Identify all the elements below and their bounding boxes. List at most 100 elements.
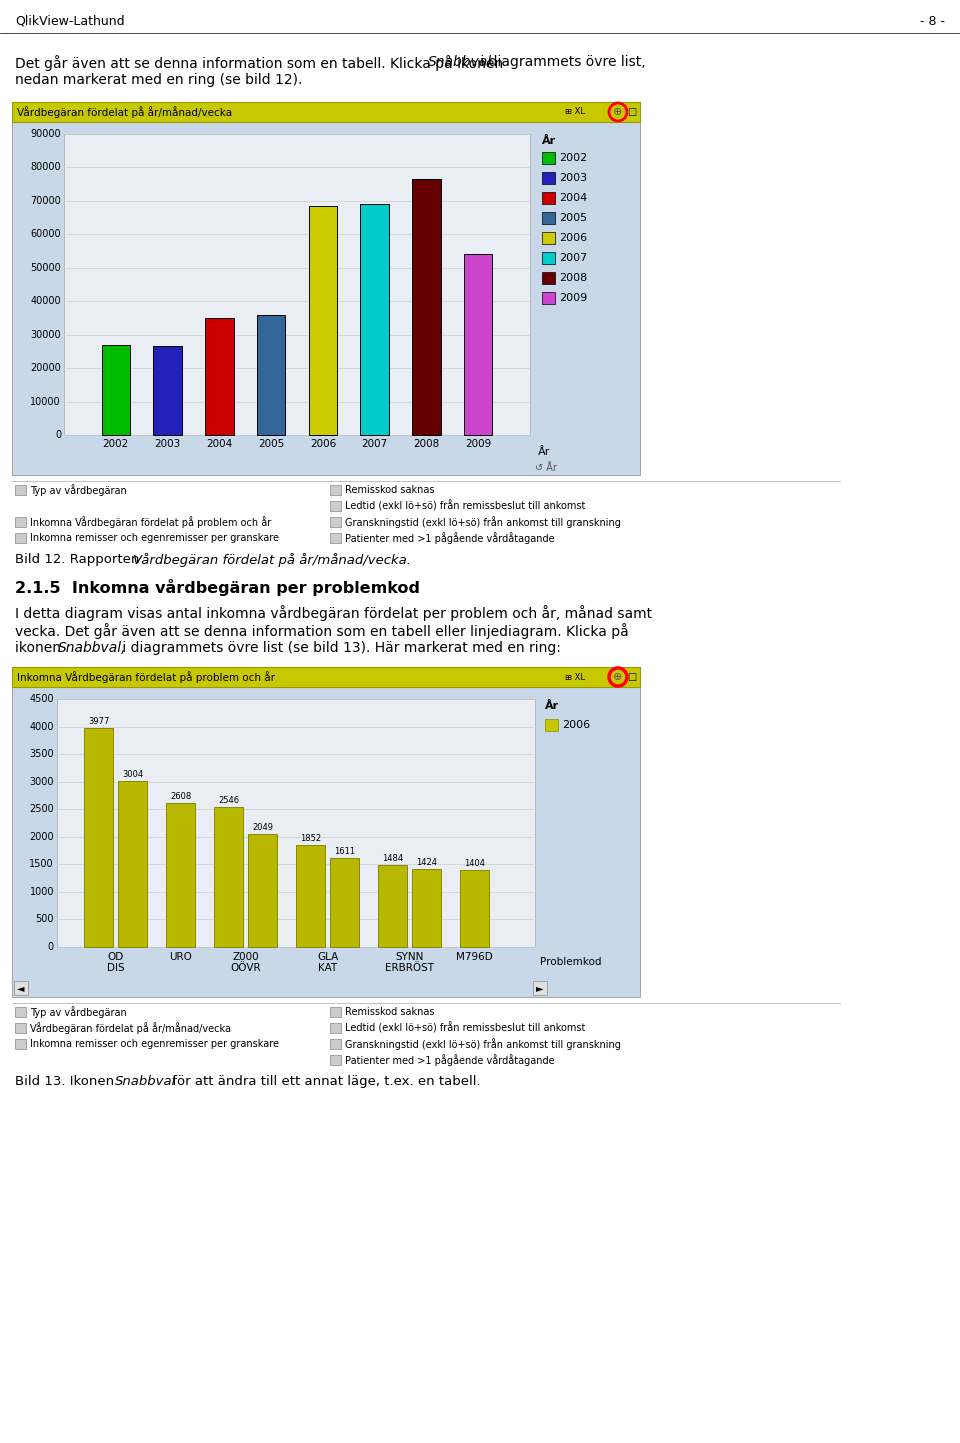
Text: 1000: 1000	[30, 887, 54, 898]
Text: 2002: 2002	[559, 153, 588, 163]
Text: KAT: KAT	[318, 962, 337, 973]
Text: I detta diagram visas antal inkomna vårdbegäran fördelat per problem och år, mån: I detta diagram visas antal inkomna vård…	[15, 605, 652, 620]
Text: ◄: ◄	[17, 983, 25, 993]
Text: Patienter med >1 pågående vårdåtagande: Patienter med >1 pågående vårdåtagande	[345, 532, 555, 544]
Text: OÖVR: OÖVR	[230, 962, 261, 973]
FancyBboxPatch shape	[330, 1055, 341, 1065]
Text: 1484: 1484	[382, 854, 403, 863]
Text: 0: 0	[48, 942, 54, 952]
Text: nedan markerat med en ring (se bild 12).: nedan markerat med en ring (se bild 12).	[15, 74, 302, 87]
Text: Inkomna Vårdbegäran fördelat på problem och år: Inkomna Vårdbegäran fördelat på problem …	[17, 671, 275, 683]
Text: Remisskod saknas: Remisskod saknas	[345, 485, 435, 495]
Text: 2500: 2500	[29, 804, 54, 814]
Text: 0: 0	[55, 430, 61, 440]
Text: Det går även att se denna information som en tabell. Klicka på ikonen: Det går även att se denna information so…	[15, 55, 508, 71]
Text: SYNN: SYNN	[396, 952, 423, 962]
FancyBboxPatch shape	[330, 1039, 341, 1049]
FancyBboxPatch shape	[412, 179, 441, 434]
Text: 50000: 50000	[31, 263, 61, 273]
Text: 2004: 2004	[559, 193, 588, 203]
Text: 2003: 2003	[559, 173, 588, 183]
FancyBboxPatch shape	[14, 981, 28, 996]
Text: QlikView-Lathund: QlikView-Lathund	[15, 14, 125, 27]
Text: 2003: 2003	[155, 439, 180, 449]
FancyBboxPatch shape	[296, 846, 325, 947]
FancyBboxPatch shape	[542, 192, 555, 203]
FancyBboxPatch shape	[545, 719, 558, 732]
Text: ⊕: ⊕	[613, 672, 623, 683]
Text: Z000: Z000	[232, 952, 259, 962]
Text: Snabbval: Snabbval	[428, 55, 492, 69]
FancyBboxPatch shape	[12, 687, 640, 997]
FancyBboxPatch shape	[12, 667, 640, 687]
Text: 40000: 40000	[31, 296, 61, 306]
FancyBboxPatch shape	[12, 123, 640, 475]
Text: Typ av vårdbegäran: Typ av vårdbegäran	[30, 483, 127, 496]
Text: 20000: 20000	[31, 364, 61, 374]
Text: 60000: 60000	[31, 229, 61, 240]
Text: Granskningstid (exkl lö+sö) från ankomst till granskning: Granskningstid (exkl lö+sö) från ankomst…	[345, 1038, 621, 1051]
FancyBboxPatch shape	[57, 698, 535, 947]
FancyBboxPatch shape	[533, 981, 547, 996]
Text: 2009: 2009	[559, 293, 588, 303]
Text: OD: OD	[108, 952, 124, 962]
Text: Ledtid (exkl lö+sö) från remissbeslut till ankomst: Ledtid (exkl lö+sö) från remissbeslut ti…	[345, 1022, 586, 1033]
Text: Problemkod: Problemkod	[540, 957, 602, 967]
FancyBboxPatch shape	[542, 291, 555, 304]
FancyBboxPatch shape	[330, 501, 341, 511]
Text: 4500: 4500	[30, 694, 54, 704]
Text: 2608: 2608	[170, 792, 191, 801]
FancyBboxPatch shape	[166, 804, 195, 947]
Text: 70000: 70000	[31, 196, 61, 206]
Text: Ledtid (exkl lö+sö) från remissbeslut till ankomst: Ledtid (exkl lö+sö) från remissbeslut ti…	[345, 501, 586, 512]
FancyBboxPatch shape	[118, 782, 148, 947]
Text: Granskningstid (exkl lö+sö) från ankomst till granskning: Granskningstid (exkl lö+sö) från ankomst…	[345, 517, 621, 528]
Text: 2008: 2008	[559, 273, 588, 283]
Text: 2007: 2007	[362, 439, 388, 449]
Text: 2000: 2000	[30, 831, 54, 841]
Text: År: År	[542, 136, 556, 146]
Text: i diagrammets övre list (se bild 13). Här markerat med en ring:: i diagrammets övre list (se bild 13). Hä…	[118, 641, 561, 655]
FancyBboxPatch shape	[64, 134, 530, 434]
Text: M796D: M796D	[456, 952, 492, 962]
Text: vecka. Det går även att se denna information som en tabell eller linjediagram. K: vecka. Det går även att se denna informa…	[15, 623, 629, 639]
FancyBboxPatch shape	[154, 346, 181, 434]
Text: 1852: 1852	[300, 834, 321, 843]
Text: URO: URO	[169, 952, 192, 962]
Text: 2546: 2546	[218, 795, 239, 805]
Text: 90000: 90000	[31, 128, 61, 139]
Text: 2006: 2006	[559, 232, 588, 242]
Text: 2005: 2005	[258, 439, 284, 449]
Text: ►: ►	[537, 983, 543, 993]
Text: Bild 13. Ikonen: Bild 13. Ikonen	[15, 1075, 118, 1088]
Text: 2007: 2007	[559, 253, 588, 263]
FancyBboxPatch shape	[542, 232, 555, 244]
Text: Snabbval: Snabbval	[115, 1075, 177, 1088]
Text: Inkomna remisser och egenremisser per granskare: Inkomna remisser och egenremisser per gr…	[30, 1039, 279, 1049]
Text: DIS: DIS	[108, 962, 125, 973]
FancyBboxPatch shape	[12, 102, 640, 123]
Text: 3000: 3000	[30, 776, 54, 786]
Text: 1500: 1500	[30, 860, 54, 869]
FancyBboxPatch shape	[464, 254, 492, 434]
Text: 80000: 80000	[31, 163, 61, 173]
FancyBboxPatch shape	[102, 345, 130, 434]
Text: ⊞ XL: ⊞ XL	[565, 672, 585, 681]
Text: År: År	[545, 701, 559, 711]
FancyBboxPatch shape	[542, 152, 555, 165]
FancyBboxPatch shape	[378, 866, 407, 947]
Text: Vårdbegäran fördelat på år/månad/vecka.: Vårdbegäran fördelat på år/månad/vecka.	[133, 553, 411, 567]
FancyBboxPatch shape	[15, 517, 26, 527]
Text: Typ av vårdbegäran: Typ av vårdbegäran	[30, 1006, 127, 1017]
Text: År: År	[538, 447, 550, 457]
FancyBboxPatch shape	[257, 315, 285, 434]
Text: 1424: 1424	[416, 857, 437, 867]
Text: Bild 12. Rapporten: Bild 12. Rapporten	[15, 553, 144, 566]
FancyBboxPatch shape	[542, 212, 555, 224]
FancyBboxPatch shape	[330, 1023, 341, 1033]
FancyBboxPatch shape	[542, 271, 555, 284]
Text: Inkomna remisser och egenremisser per granskare: Inkomna remisser och egenremisser per gr…	[30, 532, 279, 543]
FancyBboxPatch shape	[15, 532, 26, 543]
FancyBboxPatch shape	[542, 253, 555, 264]
Text: Patienter med >1 pågående vårdåtagande: Patienter med >1 pågående vårdåtagande	[345, 1053, 555, 1066]
